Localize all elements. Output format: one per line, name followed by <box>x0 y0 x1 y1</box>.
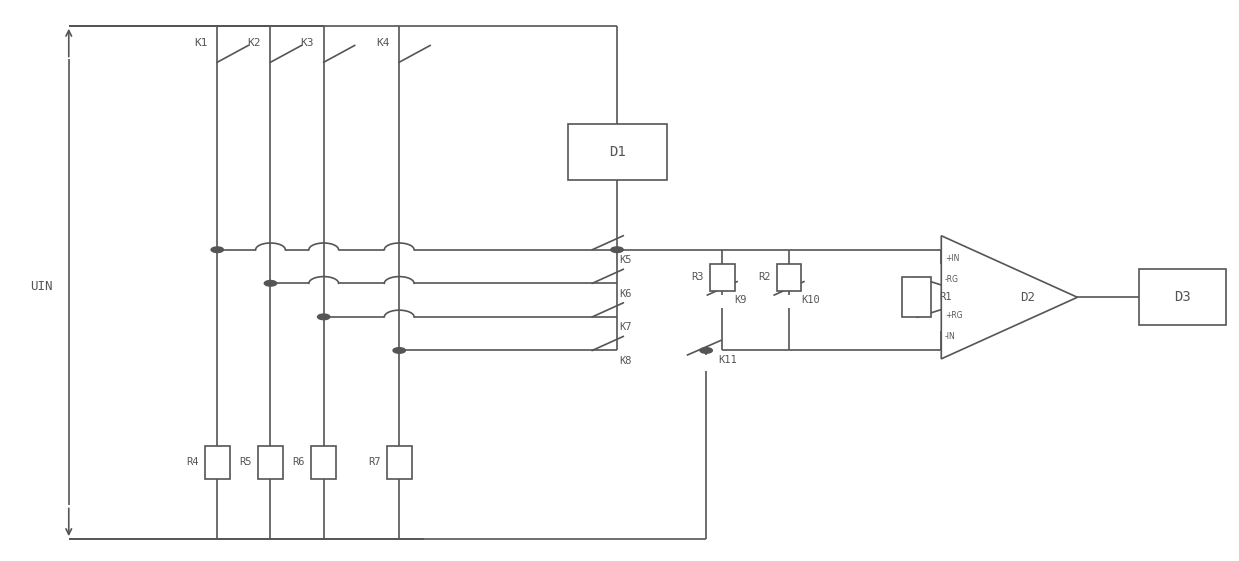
Text: R4: R4 <box>186 457 198 467</box>
Text: R5: R5 <box>239 457 252 467</box>
Text: -RG: -RG <box>945 275 959 284</box>
Bar <box>311 445 336 479</box>
Text: K11: K11 <box>719 355 737 365</box>
Circle shape <box>393 348 405 353</box>
Text: K5: K5 <box>620 255 632 265</box>
Text: R2: R2 <box>758 272 771 282</box>
Text: K8: K8 <box>620 356 632 366</box>
Text: K9: K9 <box>735 295 747 305</box>
Circle shape <box>264 280 276 286</box>
Text: D2: D2 <box>1021 291 1036 304</box>
Text: K4: K4 <box>375 38 389 48</box>
Text: K3: K3 <box>300 38 313 48</box>
Text: K7: K7 <box>620 323 632 333</box>
Bar <box>902 277 932 318</box>
Text: D3: D3 <box>1175 290 1191 304</box>
Text: K1: K1 <box>193 38 207 48</box>
Text: +RG: +RG <box>945 311 963 320</box>
Bar <box>710 264 735 291</box>
Text: UIN: UIN <box>30 279 53 293</box>
Circle shape <box>317 314 330 320</box>
Bar <box>258 445 282 479</box>
Text: K6: K6 <box>620 289 632 299</box>
Bar <box>777 264 802 291</box>
Text: K10: K10 <box>802 295 820 305</box>
Text: +IN: +IN <box>945 254 959 263</box>
Text: R6: R6 <box>292 457 305 467</box>
Circle shape <box>611 247 623 252</box>
Circle shape <box>211 247 223 252</box>
Text: R7: R7 <box>368 457 380 467</box>
Text: R1: R1 <box>939 292 952 302</box>
Text: R3: R3 <box>691 272 704 282</box>
Bar <box>387 445 411 479</box>
Bar <box>1140 269 1225 325</box>
Bar <box>204 445 229 479</box>
Circle shape <box>700 348 712 353</box>
Text: -IN: -IN <box>945 332 955 341</box>
Text: D1: D1 <box>608 145 626 159</box>
Bar <box>567 124 667 180</box>
Text: K2: K2 <box>247 38 260 48</box>
